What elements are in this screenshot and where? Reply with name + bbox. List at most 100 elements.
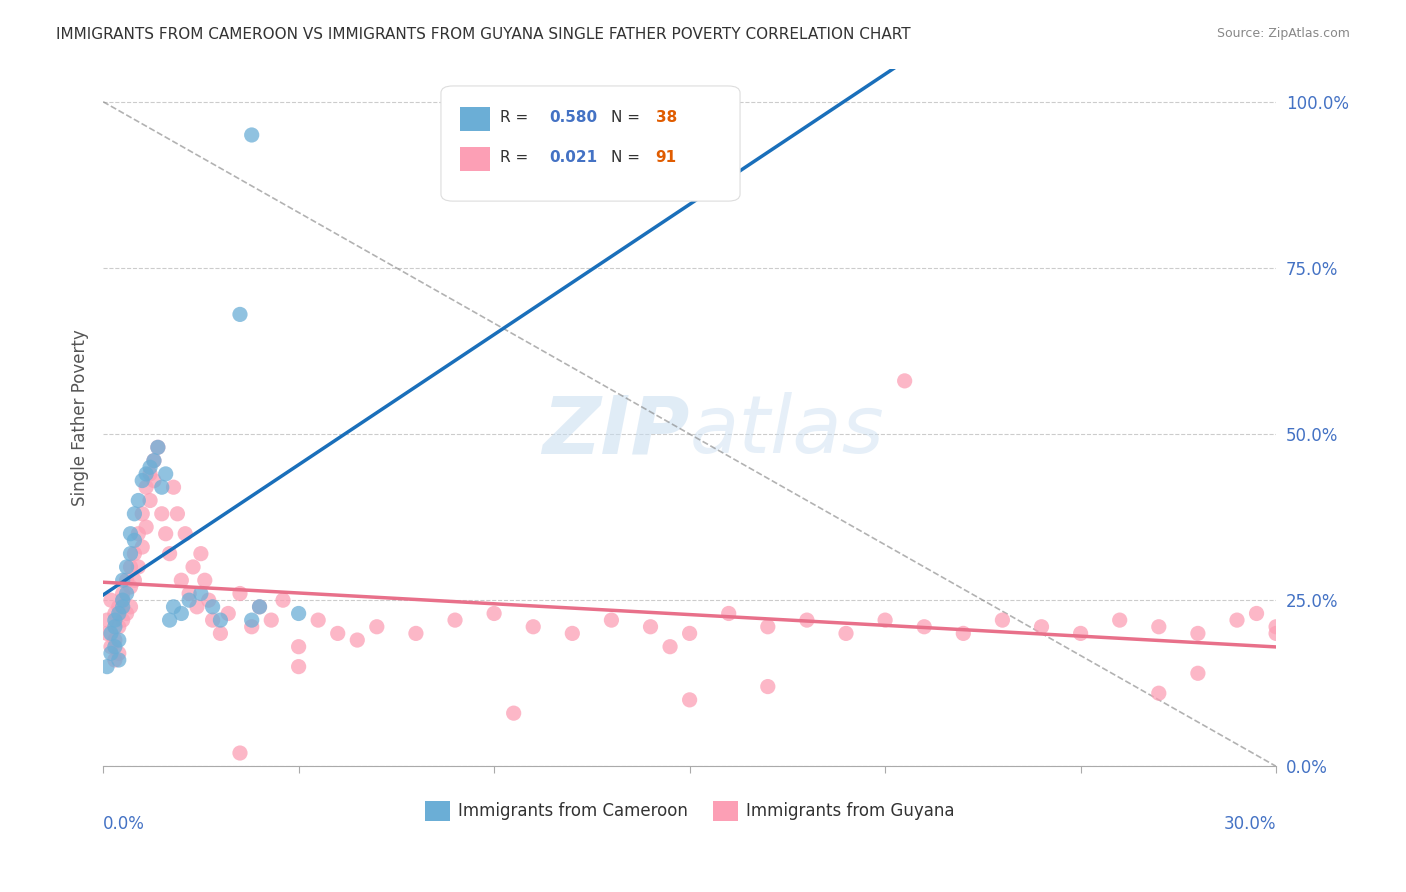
Point <box>229 586 252 600</box>
Point <box>162 599 184 614</box>
Point <box>107 653 129 667</box>
Point <box>260 613 283 627</box>
Point <box>346 633 368 648</box>
Text: 38: 38 <box>655 110 676 125</box>
Point <box>135 520 157 534</box>
Point <box>194 573 217 587</box>
Point <box>159 613 181 627</box>
Point <box>181 560 204 574</box>
Point <box>107 620 129 634</box>
Point <box>120 547 142 561</box>
Point <box>127 560 149 574</box>
Text: atlas: atlas <box>689 392 884 470</box>
Point <box>229 746 252 760</box>
Point <box>952 626 974 640</box>
Point <box>179 593 201 607</box>
Point <box>561 626 583 640</box>
Point <box>240 613 263 627</box>
Point <box>111 586 134 600</box>
Text: ZIP: ZIP <box>543 392 689 470</box>
Point <box>678 626 700 640</box>
Point <box>1226 613 1249 627</box>
Point <box>444 613 467 627</box>
Text: IMMIGRANTS FROM CAMEROON VS IMMIGRANTS FROM GUYANA SINGLE FATHER POVERTY CORRELA: IMMIGRANTS FROM CAMEROON VS IMMIGRANTS F… <box>56 27 911 42</box>
Point <box>104 640 127 654</box>
Point <box>159 547 181 561</box>
Point <box>1265 620 1288 634</box>
Point <box>201 599 224 614</box>
Point <box>209 613 232 627</box>
Point <box>600 613 623 627</box>
Point <box>139 493 162 508</box>
Point <box>143 453 166 467</box>
Point <box>166 507 188 521</box>
Point <box>104 620 127 634</box>
Point <box>143 474 166 488</box>
Point <box>1187 666 1209 681</box>
Point <box>104 633 127 648</box>
Point <box>186 599 208 614</box>
Point <box>249 599 271 614</box>
Point <box>893 374 915 388</box>
Point <box>104 613 127 627</box>
Point <box>155 467 177 481</box>
Point <box>131 474 153 488</box>
Point <box>100 593 122 607</box>
Point <box>155 526 177 541</box>
Point <box>1265 626 1288 640</box>
Point <box>115 573 138 587</box>
Point <box>271 593 294 607</box>
Point <box>756 680 779 694</box>
FancyBboxPatch shape <box>441 86 740 201</box>
Text: Source: ZipAtlas.com: Source: ZipAtlas.com <box>1216 27 1350 40</box>
Point <box>875 613 897 627</box>
Y-axis label: Single Father Poverty: Single Father Poverty <box>72 329 89 506</box>
Point <box>107 633 129 648</box>
Point <box>150 507 173 521</box>
Point <box>111 573 134 587</box>
Text: N =: N = <box>612 151 645 165</box>
FancyBboxPatch shape <box>460 107 491 130</box>
Point <box>229 307 252 321</box>
Point <box>139 467 162 481</box>
Point <box>482 607 505 621</box>
Point <box>111 593 134 607</box>
Point <box>659 640 682 654</box>
Point <box>120 526 142 541</box>
Text: R =: R = <box>499 151 533 165</box>
Point <box>111 593 134 607</box>
Point <box>502 706 524 721</box>
Point <box>991 613 1014 627</box>
Point <box>131 507 153 521</box>
Point <box>197 593 219 607</box>
Point <box>104 653 127 667</box>
Text: 0.021: 0.021 <box>548 151 598 165</box>
Point <box>146 440 169 454</box>
Point <box>170 607 193 621</box>
Point <box>1031 620 1053 634</box>
Point <box>162 480 184 494</box>
Point <box>111 613 134 627</box>
Point <box>217 607 239 621</box>
Point <box>912 620 935 634</box>
Point <box>756 620 779 634</box>
Point <box>1108 613 1130 627</box>
Point <box>717 607 740 621</box>
Point <box>139 460 162 475</box>
Text: 30.0%: 30.0% <box>1223 815 1277 833</box>
Point <box>124 573 146 587</box>
Point <box>135 467 157 481</box>
Point <box>835 626 858 640</box>
Point <box>240 620 263 634</box>
Point <box>287 659 309 673</box>
Text: R =: R = <box>499 110 533 125</box>
Point <box>146 440 169 454</box>
Point <box>150 480 173 494</box>
Point <box>326 626 349 640</box>
Point <box>115 560 138 574</box>
Point <box>120 599 142 614</box>
Point <box>209 626 232 640</box>
Point <box>107 607 129 621</box>
Point <box>120 560 142 574</box>
Point <box>135 480 157 494</box>
